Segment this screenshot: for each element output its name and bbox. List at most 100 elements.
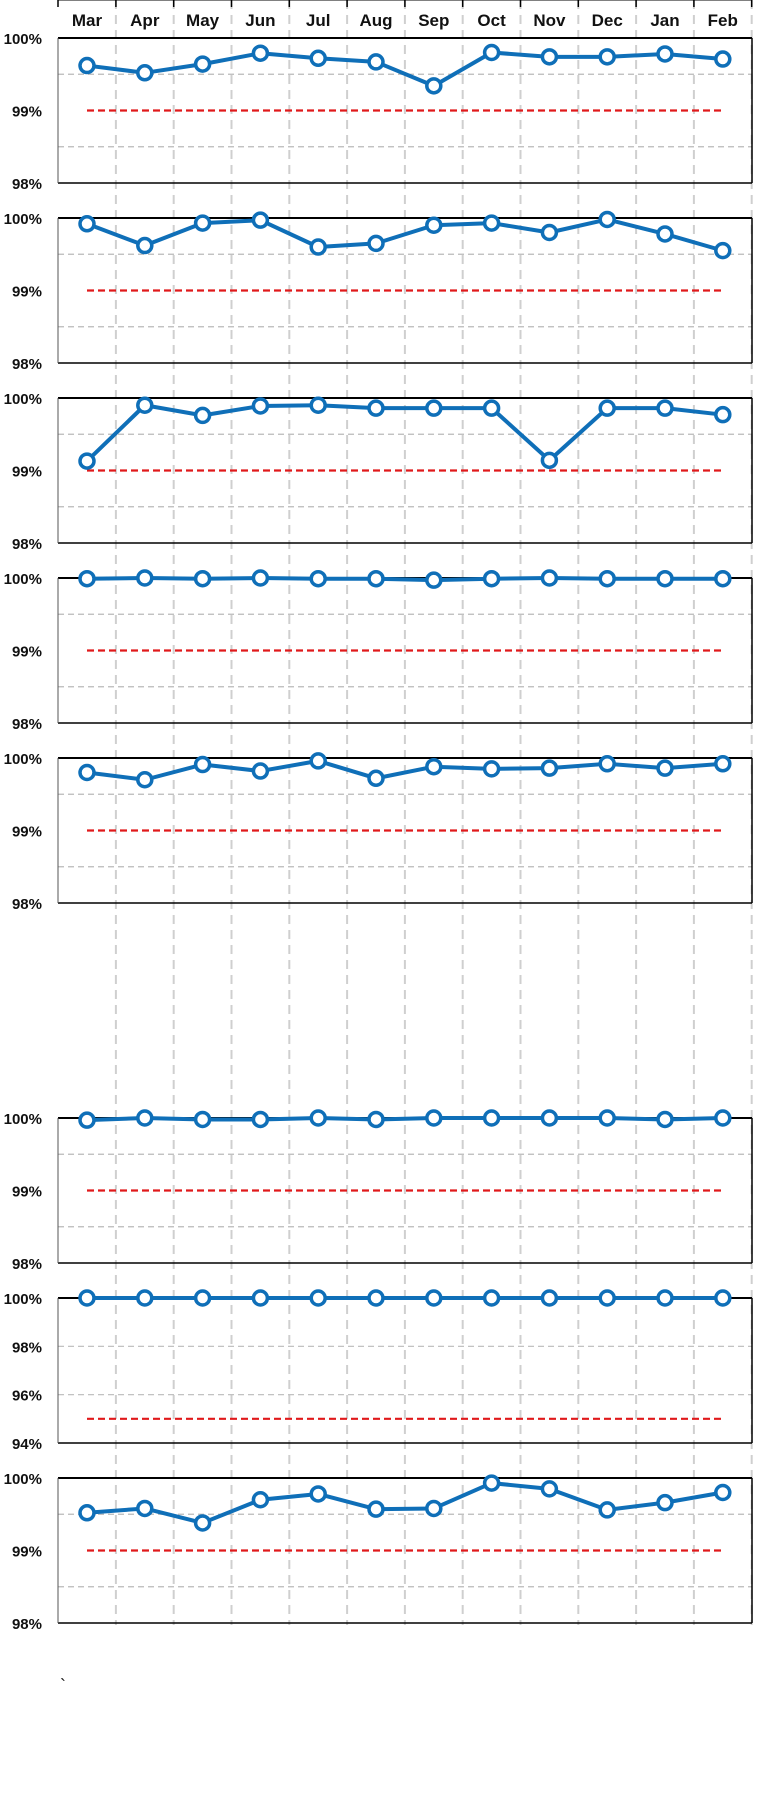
- chart-panel-8: 98% 99% 100%: [4, 1471, 753, 1633]
- data-point-sep: [425, 1499, 443, 1518]
- y-tick-label: 98%: [12, 1339, 42, 1356]
- chart-panels: 98% 99% 100% 98% 99% 100% 98% 99% 100% 98% 99% 100%…: [4, 31, 753, 1633]
- month-label-sep: Sep: [418, 11, 449, 30]
- data-point-mar: [78, 452, 96, 470]
- data-point-jun: [251, 762, 270, 780]
- data-point-nov: [540, 451, 559, 470]
- data-point-sep: [425, 216, 443, 234]
- data-point-may: [193, 55, 212, 73]
- data-point-feb: [714, 569, 732, 588]
- data-point-nov: [540, 1480, 559, 1498]
- y-tick-label: 100%: [4, 211, 42, 228]
- data-point-may: [193, 1110, 212, 1129]
- data-point-oct: [482, 214, 501, 232]
- series-line: [86, 1481, 724, 1525]
- data-point-nov: [540, 569, 559, 587]
- y-tick-label: 99%: [12, 284, 42, 301]
- data-point-aug: [367, 399, 385, 417]
- data-point-nov: [540, 1289, 559, 1307]
- data-point-feb: [714, 1109, 732, 1127]
- month-label-oct: Oct: [477, 11, 506, 30]
- data-point-jul: [309, 752, 327, 770]
- y-tick-label: 96%: [12, 1388, 42, 1405]
- month-gridlines: [114, 0, 753, 1625]
- data-point-nov: [540, 759, 559, 777]
- data-point-jan: [656, 1493, 674, 1512]
- data-point-apr: [136, 1109, 154, 1127]
- data-point-aug: [367, 234, 385, 253]
- data-point-jun: [251, 1491, 270, 1509]
- data-point-apr: [136, 1289, 154, 1307]
- data-point-jul: [309, 1289, 327, 1307]
- data-point-jul: [309, 1485, 327, 1503]
- data-point-apr: [136, 1499, 154, 1518]
- month-label-aug: Aug: [359, 11, 392, 30]
- chart-panel-3: 98% 99% 100%: [4, 391, 753, 553]
- y-tick-label: 98%: [12, 536, 42, 553]
- data-point-mar: [78, 1504, 96, 1522]
- month-label-apr: Apr: [130, 11, 160, 30]
- y-tick-label: 94%: [12, 1436, 42, 1453]
- series-line: [86, 217, 724, 253]
- data-point-aug: [367, 53, 385, 71]
- chart-panel-6: 98% 99% 100%: [4, 1109, 753, 1273]
- month-label-dec: Dec: [592, 11, 623, 30]
- data-point-feb: [714, 241, 732, 260]
- month-label-nov: Nov: [533, 11, 566, 30]
- data-point-jan: [656, 759, 674, 777]
- y-tick-label: 100%: [4, 391, 42, 408]
- data-point-sep: [425, 1289, 443, 1307]
- data-point-nov: [540, 223, 559, 242]
- data-point-feb: [714, 50, 732, 68]
- data-point-jan: [656, 1289, 674, 1307]
- data-point-oct: [482, 399, 501, 417]
- data-point-nov: [540, 48, 559, 66]
- data-point-jun: [251, 211, 270, 229]
- y-tick-label: 100%: [4, 1111, 42, 1128]
- data-point-dec: [598, 1289, 616, 1307]
- data-point-oct: [482, 760, 501, 778]
- data-point-apr: [136, 569, 154, 587]
- series-line: [85, 403, 724, 463]
- data-point-dec: [598, 399, 616, 417]
- chart-panel-7: 94% 96% 98% 100%: [4, 1289, 753, 1453]
- chart-panel-2: 98% 99% 100%: [4, 210, 753, 373]
- chart-panel-5: 98% 99% 100%: [4, 751, 753, 913]
- month-label-jul: Jul: [306, 11, 331, 30]
- data-point-may: [193, 755, 212, 774]
- y-tick-label: 100%: [4, 751, 42, 768]
- data-point-dec: [598, 48, 616, 66]
- data-point-jun: [251, 44, 270, 62]
- data-point-jul: [309, 569, 327, 588]
- data-point-jul: [309, 49, 327, 68]
- y-tick-label: 99%: [12, 644, 42, 661]
- data-point-may: [193, 569, 212, 588]
- data-point-dec: [598, 755, 616, 773]
- data-point-apr: [136, 64, 154, 82]
- y-tick-label: 98%: [12, 176, 42, 193]
- data-point-sep: [425, 399, 443, 417]
- data-point-mar: [78, 215, 96, 233]
- data-point-aug: [367, 1110, 385, 1129]
- y-tick-label: 99%: [12, 104, 42, 121]
- data-point-jan: [656, 225, 674, 243]
- data-point-jun: [251, 569, 270, 587]
- data-point-apr: [136, 396, 154, 414]
- data-point-jul: [309, 396, 327, 414]
- data-point-apr: [136, 771, 154, 789]
- month-label-jun: Jun: [245, 11, 275, 30]
- data-point-jun: [251, 1110, 270, 1129]
- series-line: [86, 1116, 723, 1123]
- y-tick-label: 99%: [12, 1544, 42, 1561]
- data-point-mar: [78, 1289, 96, 1307]
- data-point-feb: [714, 755, 732, 773]
- y-tick-label: 98%: [12, 896, 42, 913]
- y-tick-label: 100%: [4, 571, 42, 588]
- y-tick-label: 100%: [4, 1291, 42, 1308]
- data-point-jan: [656, 1110, 674, 1129]
- data-point-may: [193, 1514, 212, 1532]
- y-tick-label: 98%: [12, 716, 42, 733]
- y-tick-label: 98%: [12, 1256, 42, 1273]
- data-point-sep: [425, 77, 443, 95]
